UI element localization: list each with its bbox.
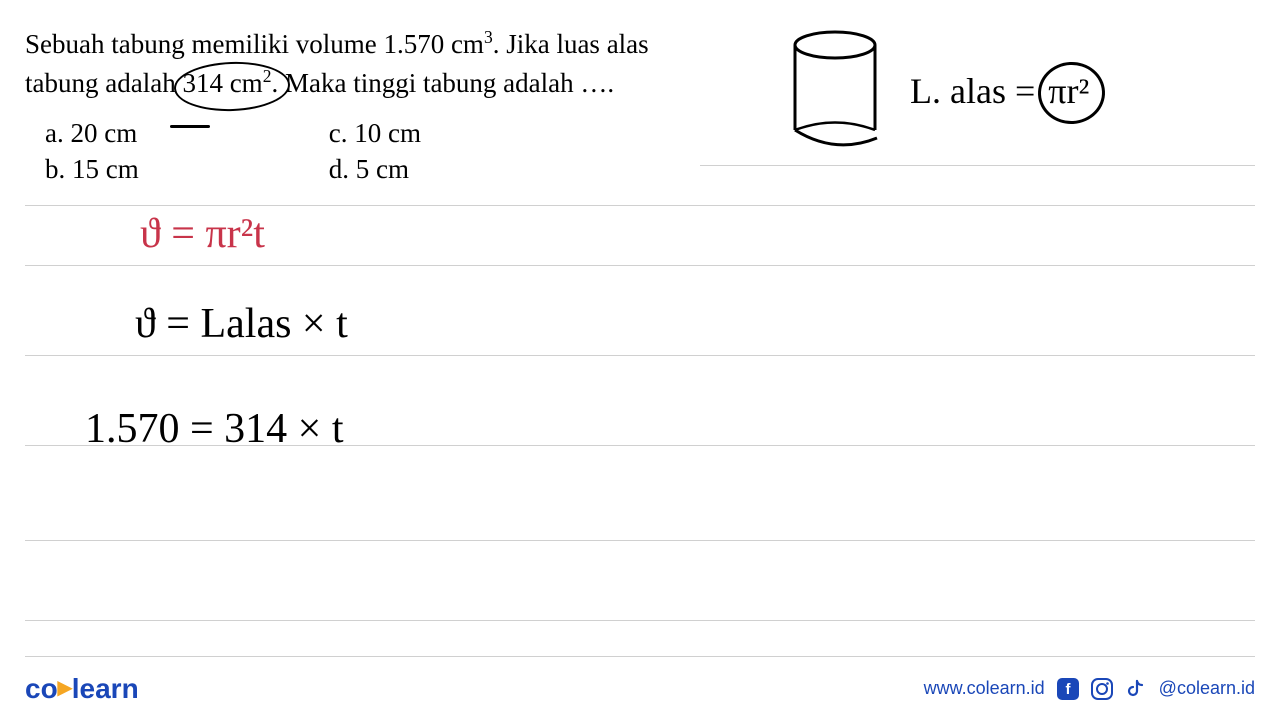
problem-line1-sup: 3 xyxy=(484,27,493,47)
option-b: b. 15 cm xyxy=(45,154,139,185)
logo-learn: learn xyxy=(72,673,139,704)
facebook-icon: f xyxy=(1057,678,1079,700)
formula-rhs: πr² xyxy=(1044,70,1093,112)
instagram-icon xyxy=(1091,678,1113,700)
problem-circled-text: 314 cm xyxy=(182,68,262,98)
problem-line2-rest: Maka tinggi tabung adalah …. xyxy=(278,68,614,98)
footer-url: www.colearn.id xyxy=(924,678,1045,699)
problem-text: Sebuah tabung memiliki volume 1.570 cm3.… xyxy=(25,25,725,103)
rule-1 xyxy=(25,205,1255,206)
options-col2: c. 10 cm d. 5 cm xyxy=(329,118,421,185)
problem-line1-pre: Sebuah tabung memiliki volume 1.570 cm xyxy=(25,29,484,59)
option-d: d. 5 cm xyxy=(329,154,421,185)
option-a: a. 20 cm xyxy=(45,118,139,149)
logo: co▸learn xyxy=(25,672,139,705)
rule-partial xyxy=(700,165,1255,166)
formula-sketch: L. alas = πr² xyxy=(910,70,1093,112)
option-c: c. 10 cm xyxy=(329,118,421,149)
footer-handle: @colearn.id xyxy=(1159,678,1255,699)
rule-6 xyxy=(25,620,1255,621)
problem-area: Sebuah tabung memiliki volume 1.570 cm3.… xyxy=(25,25,725,185)
rule-5 xyxy=(25,540,1255,541)
problem-circled-sup: 2 xyxy=(263,66,272,86)
problem-line1-post: . Jika luas alas xyxy=(493,29,649,59)
problem-circled: 314 cm2. xyxy=(182,64,278,103)
handwrite-line1: ϑ = πr²t xyxy=(140,210,265,258)
footer-right: www.colearn.id f @colearn.id xyxy=(924,678,1255,700)
formula-eq: = xyxy=(1015,71,1035,111)
formula-label: L. alas xyxy=(910,71,1006,111)
options: a. 20 cm b. 15 cm c. 10 cm d. 5 cm xyxy=(45,118,725,185)
problem-line2-pre: tabung adalah xyxy=(25,68,182,98)
rule-2 xyxy=(25,265,1255,266)
logo-co: co xyxy=(25,673,58,704)
options-col1: a. 20 cm b. 15 cm xyxy=(45,118,139,185)
handwrite-line3: 1.570 = 314 × t xyxy=(85,405,344,453)
tiktok-icon xyxy=(1125,678,1147,700)
handwrite-line2: ϑ = Lalas × t xyxy=(135,300,348,348)
rule-3 xyxy=(25,355,1255,356)
footer: co▸learn www.colearn.id f @colearn.id xyxy=(25,656,1255,705)
underline-mark xyxy=(170,125,210,128)
logo-dot: ▸ xyxy=(58,670,72,703)
cylinder-sketch xyxy=(785,30,885,155)
problem-circled-post: . xyxy=(271,68,278,98)
